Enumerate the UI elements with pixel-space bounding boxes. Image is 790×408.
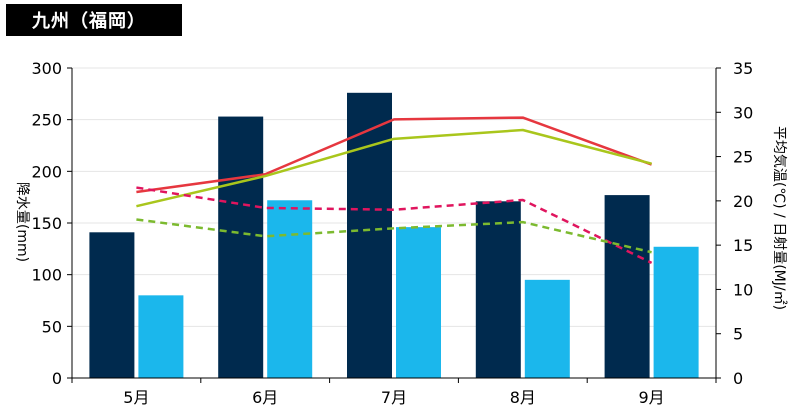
- bar-s2-2: [267, 200, 313, 378]
- right-tick-label-0: 0: [733, 369, 743, 388]
- bar-s2-1: [138, 295, 184, 378]
- right-tick-label-2: 10: [733, 280, 753, 299]
- right-tick-label-3: 15: [733, 236, 753, 255]
- line-series-4: [136, 218, 652, 254]
- x-tick-label-2: 6月: [252, 388, 278, 407]
- y2-axis-title: 平均気温(℃) / 日射量(MJ/㎡): [771, 126, 787, 310]
- left-tick-label-4: 200: [31, 162, 62, 181]
- bar-s1-2: [218, 116, 264, 379]
- right-tick-label-5: 25: [733, 148, 753, 167]
- x-tick-label-4: 8月: [510, 388, 536, 407]
- right-tick-label-6: 30: [733, 103, 753, 122]
- line-series-1: [136, 116, 653, 194]
- left-tick-label-6: 300: [31, 59, 62, 78]
- bar-s2-4: [524, 279, 570, 378]
- bar-s1-1: [89, 232, 135, 378]
- chart-title: 九州（福岡）: [32, 11, 146, 32]
- right-tick-label-7: 35: [733, 59, 753, 78]
- left-tick-label-3: 150: [31, 214, 62, 233]
- right-tick-label-4: 20: [733, 192, 753, 211]
- line-series-3: [136, 186, 653, 264]
- left-tick-label-0: 0: [52, 369, 62, 388]
- left-tick-label-5: 250: [31, 111, 62, 130]
- right-tick-label-1: 5: [733, 325, 743, 344]
- bar-s1-4: [475, 201, 521, 378]
- left-tick-label-1: 50: [42, 317, 62, 336]
- x-tick-label-3: 7月: [381, 388, 407, 407]
- y-axis-title: 降水量(mm): [14, 182, 30, 262]
- chart-title-box: 九州（福岡）: [6, 4, 182, 36]
- x-tick-label-1: 5月: [123, 388, 149, 407]
- left-tick-label-2: 100: [31, 266, 62, 285]
- bar-s2-5: [653, 246, 699, 378]
- bar-s2-3: [396, 227, 441, 378]
- line-series-2: [136, 128, 652, 208]
- x-tick-label-5: 9月: [639, 388, 665, 407]
- bar-s1-5: [604, 195, 650, 378]
